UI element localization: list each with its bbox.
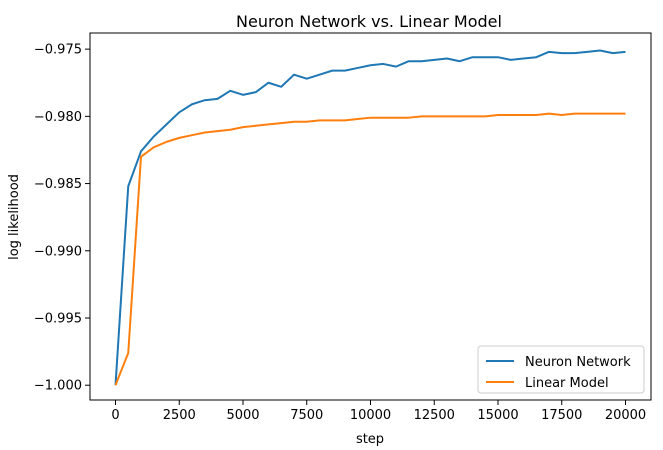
y-axis-label: log likelihood	[7, 174, 22, 260]
legend-label-neuron-network: Neuron Network	[525, 355, 631, 370]
y-tick-label: −0.975	[34, 43, 82, 58]
x-tick-label: 20000	[605, 408, 646, 423]
x-tick-label: 5000	[226, 408, 259, 423]
x-tick-label: 17500	[541, 408, 582, 423]
series-line-neuron-network	[114, 49, 626, 386]
x-axis: 0 2500 5000 7500 10000 12500 15000 17500 20000	[111, 400, 646, 423]
x-tick-label: 12500	[414, 408, 455, 423]
x-tick-label: 7500	[290, 408, 323, 423]
x-axis-label: step	[356, 432, 384, 447]
y-tick-label: −0.985	[34, 177, 82, 192]
x-tick-label: 0	[111, 408, 119, 423]
y-tick-label: −0.990	[34, 244, 82, 259]
x-tick-label: 2500	[163, 408, 196, 423]
x-tick-label: 15000	[477, 408, 518, 423]
legend-frame	[477, 345, 645, 394]
legend: Neuron Network Linear Model	[477, 345, 645, 394]
y-tick-label: −0.995	[34, 311, 82, 326]
chart-title: Neuron Network vs. Linear Model	[236, 12, 502, 31]
legend-label-linear-model: Linear Model	[525, 376, 609, 391]
y-axis: −1.000 −0.995 −0.990 −0.985 −0.980 −0.975	[34, 43, 90, 394]
y-tick-label: −1.000	[34, 379, 82, 394]
series-line-linear-model	[114, 112, 626, 386]
x-tick-label: 10000	[350, 408, 391, 423]
y-tick-label: −0.980	[34, 110, 82, 125]
series-layer	[114, 49, 626, 386]
